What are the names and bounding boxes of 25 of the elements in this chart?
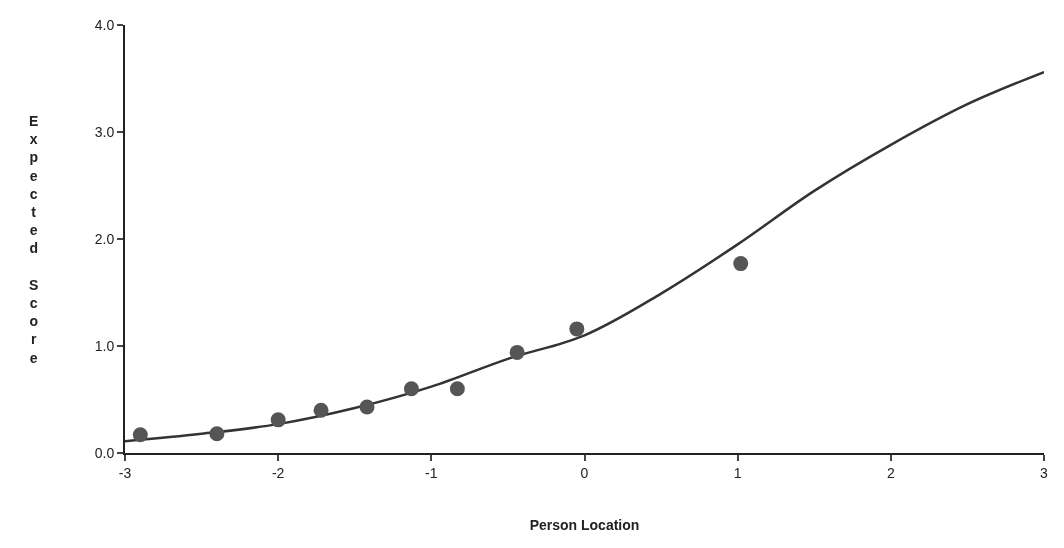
point bbox=[569, 321, 585, 337]
point bbox=[509, 344, 525, 360]
x-tick-label: -2 bbox=[271, 464, 285, 481]
point bbox=[313, 402, 329, 418]
y-tick-label: 1.0 bbox=[94, 337, 115, 354]
x-tick-label: 0 bbox=[580, 464, 589, 481]
point bbox=[209, 426, 225, 442]
point bbox=[403, 381, 419, 397]
point bbox=[270, 412, 286, 428]
line-series bbox=[125, 70, 1044, 443]
x-tick-label: -1 bbox=[425, 464, 438, 481]
y-tick-label: 0.0 bbox=[94, 444, 115, 461]
y-tick-label: 4.0 bbox=[94, 16, 115, 33]
x-tick-label: 1 bbox=[733, 464, 742, 481]
point bbox=[449, 381, 465, 397]
x-tick-label: 2 bbox=[886, 464, 895, 481]
x-axis-title: Person Location bbox=[529, 516, 640, 533]
y-tick-label: 3.0 bbox=[94, 123, 115, 140]
y-tick-label: 2.0 bbox=[94, 230, 115, 247]
x-tick-label: -3 bbox=[118, 464, 132, 481]
x-tick-label: 3 bbox=[1040, 464, 1049, 481]
point bbox=[359, 399, 375, 415]
text: Expected Score bbox=[29, 113, 39, 366]
point bbox=[132, 427, 148, 443]
point bbox=[733, 256, 749, 272]
